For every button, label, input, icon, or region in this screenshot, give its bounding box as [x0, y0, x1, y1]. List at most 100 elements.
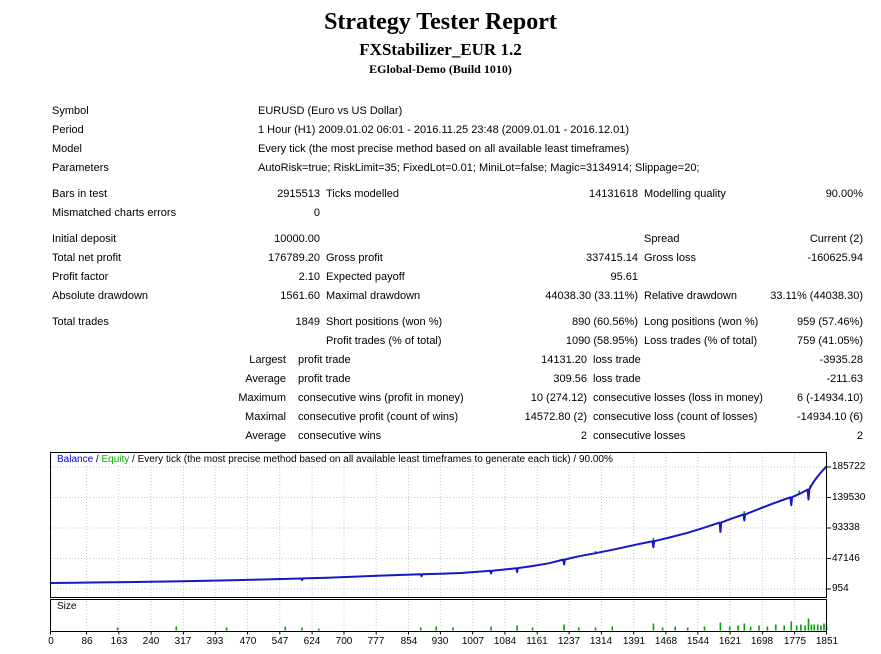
- size-bar: [435, 626, 437, 631]
- legend-separator: /: [93, 454, 102, 465]
- x-axis-label: 1007: [461, 636, 485, 647]
- expert-name: FXStabilizer_EUR 1.2: [359, 40, 522, 59]
- stat-label: Gross profit: [326, 252, 383, 264]
- report-row: Model Every tick (the most precise method…: [52, 140, 863, 159]
- stat-value: -211.63: [826, 373, 864, 385]
- x-axis-label: 163: [110, 636, 128, 647]
- size-bar: [810, 624, 813, 631]
- stat-value: 95.61: [610, 271, 638, 283]
- stat-value: 1561.60: [280, 290, 320, 302]
- stat-value: 337415.14: [586, 252, 638, 264]
- size-bar: [737, 625, 739, 631]
- stat-label: Maximal drawdown: [326, 290, 421, 302]
- report-row: Mismatched charts errors 0: [52, 204, 863, 223]
- size-bar: [577, 627, 580, 631]
- stat-label: Absolute drawdown: [52, 290, 149, 302]
- x-axis-label: 1161: [526, 636, 548, 647]
- size-chart-label: Size: [55, 601, 79, 612]
- legend-model-text: Every tick (the most precise method base…: [137, 454, 613, 465]
- x-axis-label: 854: [400, 636, 418, 647]
- stat-label: Parameters: [52, 162, 109, 174]
- size-bar: [516, 625, 518, 631]
- stat-label: consecutive wins: [298, 430, 382, 442]
- size-bar: [116, 627, 119, 631]
- stat-value: -14934.10 (6): [796, 411, 863, 423]
- stat-label: [638, 204, 753, 223]
- report-row: Largest profit trade 14131.20 loss trade -39…: [52, 351, 863, 370]
- size-bar: [531, 627, 534, 631]
- x-axis-label: 777: [367, 636, 385, 647]
- report-row: Parameters AutoRisk=true; RiskLimit=35; F…: [52, 159, 863, 178]
- stat-value: -160625.94: [807, 252, 863, 264]
- x-axis-label: 240: [142, 636, 160, 647]
- x-axis-label: 1621: [718, 636, 742, 647]
- stat-label: consecutive losses (loss in money): [593, 392, 763, 404]
- report-row: Profit factor 2.10 Expected payoff 95.61: [52, 268, 863, 287]
- x-axis-label: 393: [206, 636, 224, 647]
- x-axis-label: 1237: [557, 636, 581, 647]
- x-axis-label: 86: [81, 636, 93, 647]
- report-row: Total trades 1849 Short positions (won %) 8…: [52, 313, 863, 332]
- stat-label: consecutive losses: [593, 430, 686, 442]
- size-bar: [594, 627, 597, 631]
- stat-value: 759 (41.05%): [796, 335, 863, 347]
- x-axis-label: 1391: [622, 636, 646, 647]
- stat-value: 10 (274.12): [530, 392, 587, 404]
- stat-value: 14131.20: [541, 354, 587, 366]
- x-axis-label: 1775: [783, 636, 807, 647]
- stat-label: Gross loss: [644, 252, 696, 264]
- report-table: Symbol EURUSD (Euro vs US Dollar) Period 1 …: [52, 102, 863, 446]
- stat-value: 90.00%: [825, 188, 863, 200]
- size-bar: [800, 624, 802, 631]
- stat-value: 309.56: [553, 373, 587, 385]
- size-bar: [661, 627, 664, 631]
- report-row: Average profit trade 309.56 loss trade -211.…: [52, 370, 863, 389]
- size-bar: [758, 625, 760, 631]
- size-bar: [719, 622, 722, 631]
- size-bar: [804, 625, 806, 631]
- stat-label: [320, 204, 530, 223]
- size-bar: [743, 623, 746, 631]
- size-bar: [816, 624, 819, 631]
- size-bar: [674, 626, 676, 631]
- stat-label: Initial deposit: [52, 233, 117, 245]
- size-bar: [686, 627, 689, 631]
- x-axis-label: 624: [303, 636, 321, 647]
- size-bar: [728, 626, 731, 631]
- x-axis-label: 1084: [493, 636, 517, 647]
- stat-label: Expected payoff: [326, 271, 405, 283]
- x-axis-label: 1851: [815, 636, 839, 647]
- stat-value: 14131618: [589, 188, 638, 200]
- size-bar: [301, 627, 303, 631]
- stat-label: Total trades: [52, 316, 109, 328]
- size-bar: [652, 623, 655, 631]
- stat-value: [753, 268, 863, 287]
- x-axis-label: 930: [431, 636, 449, 647]
- x-axis-label: 700: [335, 636, 353, 647]
- x-axis-label: 317: [174, 636, 192, 647]
- report-row: Maximum consecutive wins (profit in money…: [52, 389, 863, 408]
- report-row: Symbol EURUSD (Euro vs US Dollar): [52, 102, 863, 121]
- stat-value: [530, 230, 638, 249]
- stat-value: 1849: [295, 316, 320, 328]
- stat-label: Average: [245, 373, 286, 385]
- stat-label: Maximal: [245, 411, 286, 423]
- stat-value: 2.10: [298, 271, 320, 283]
- section-gap: [52, 223, 863, 230]
- stat-label: consecutive loss (count of losses): [593, 411, 758, 423]
- report-row: Bars in test 2915513 Ticks modelled 1413161…: [52, 185, 863, 204]
- stat-label: profit trade: [298, 354, 351, 366]
- stat-value: [530, 204, 638, 223]
- x-axis-label: 1698: [750, 636, 774, 647]
- x-axis-label: 1468: [654, 636, 678, 647]
- stat-label: Long positions (won %): [644, 316, 759, 328]
- stat-label: Model: [52, 143, 82, 155]
- size-bar: [766, 626, 769, 631]
- stat-label: Mismatched charts errors: [52, 207, 177, 219]
- size-bar: [318, 628, 320, 631]
- size-chart: [50, 599, 828, 635]
- stat-value: 1 Hour (H1) 2009.01.02 06:01 - 2016.11.2…: [258, 124, 630, 136]
- stat-value: 2: [856, 430, 863, 442]
- size-bar: [807, 618, 810, 631]
- stat-label: consecutive profit (count of wins): [298, 411, 459, 423]
